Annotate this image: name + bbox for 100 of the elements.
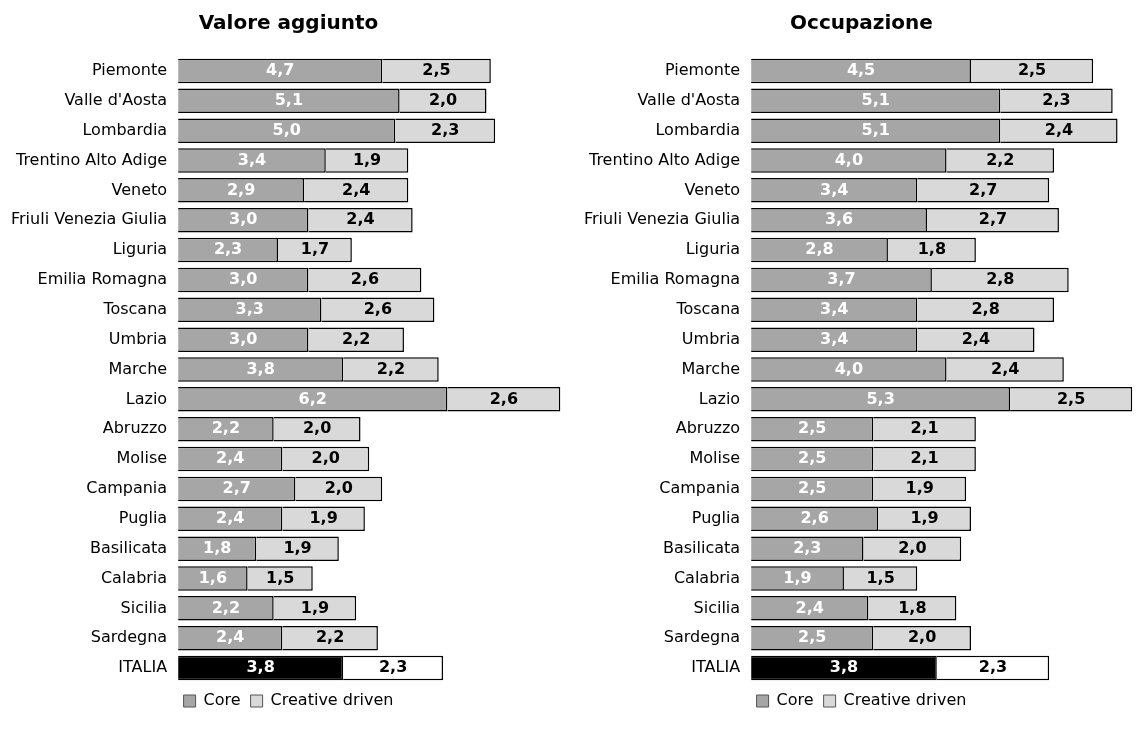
data-label: 1,9: [910, 507, 939, 527]
y-tick-label: Sicilia: [120, 597, 168, 617]
data-label: 3,4: [820, 328, 849, 348]
data-label: 3,8: [246, 358, 275, 378]
data-label: 3,0: [229, 209, 258, 229]
y-tick-label: Piemonte: [664, 60, 741, 80]
data-label: 4,5: [846, 60, 876, 80]
data-label: 2,4: [1044, 119, 1074, 139]
data-label: 1,9: [283, 537, 312, 557]
data-label: 4,0: [834, 149, 864, 169]
y-tick-label: Puglia: [691, 507, 741, 527]
data-label: 2,3: [213, 239, 243, 259]
legend-label: Creative driven: [270, 690, 394, 710]
chart-title: Occupazione: [790, 10, 933, 35]
data-label: 2,0: [428, 89, 458, 109]
data-label: 1,5: [266, 567, 295, 587]
data-label: 2,4: [216, 507, 245, 527]
data-label: 2,0: [907, 627, 937, 647]
data-label: 5,1: [861, 89, 890, 109]
y-tick-label: Basilicata: [662, 537, 741, 557]
data-label: 2,8: [971, 298, 1000, 318]
y-tick-label: Abruzzo: [675, 418, 741, 438]
data-label: 2,3: [431, 119, 460, 139]
data-label: 3,0: [229, 269, 258, 289]
data-label: 2,5: [798, 627, 827, 647]
y-tick-label: Veneto: [111, 179, 168, 199]
data-label: 2,4: [991, 358, 1020, 378]
legend-label: Creative driven: [843, 690, 967, 710]
y-tick-label: Lazio: [125, 388, 168, 408]
y-tick-label: ITALIA: [691, 657, 741, 677]
data-label: 1,8: [203, 537, 232, 557]
data-label: 2,3: [978, 657, 1008, 677]
y-tick-label: Abruzzo: [102, 418, 168, 438]
y-tick-label: Lombardia: [82, 119, 168, 139]
data-label: 1,9: [352, 149, 382, 169]
data-label: 1,6: [198, 567, 228, 587]
y-tick-label: Liguria: [112, 239, 168, 259]
data-label: 2,4: [961, 328, 991, 348]
data-label: 2,4: [795, 597, 824, 617]
data-label: 2,2: [986, 149, 1015, 169]
data-label: 2,9: [226, 179, 256, 199]
data-label: 2,3: [793, 537, 822, 557]
data-label: 5,1: [274, 89, 304, 109]
data-label: 2,4: [216, 448, 245, 468]
y-tick-label: Valle d'Aosta: [64, 89, 168, 109]
y-tick-label: Valle d'Aosta: [637, 89, 741, 109]
data-label: 5,0: [272, 119, 301, 139]
y-tick-label: Umbria: [681, 328, 741, 348]
data-label: 3,0: [229, 328, 258, 348]
y-tick-label: Toscana: [675, 298, 741, 318]
data-label: 3,4: [820, 298, 849, 318]
data-label: 2,3: [378, 657, 408, 677]
legend-label: Core: [203, 690, 241, 710]
data-label: 2,2: [342, 328, 371, 348]
y-tick-label: Trentino Alto Adige: [587, 149, 741, 169]
data-label: 2,0: [311, 448, 340, 468]
data-label: 2,2: [211, 597, 241, 617]
data-label: 2,6: [489, 388, 519, 408]
data-label: 3,6: [824, 209, 854, 229]
y-tick-label: Molise: [689, 448, 741, 468]
chart-title: Valore aggiunto: [198, 10, 379, 35]
data-label: 2,2: [211, 418, 241, 438]
data-label: 2,7: [222, 478, 251, 498]
data-label: 2,4: [216, 627, 245, 647]
y-tick-label: Trentino Alto Adige: [14, 149, 168, 169]
data-label: 2,5: [798, 418, 827, 438]
y-tick-label: Calabria: [100, 567, 168, 587]
data-label: 2,2: [315, 627, 345, 647]
data-label: 5,3: [866, 388, 895, 408]
data-label: 2,7: [978, 209, 1008, 229]
y-tick-label: Campania: [659, 478, 741, 498]
data-label: 1,7: [300, 239, 330, 259]
data-label: 2,4: [342, 179, 371, 199]
data-label: 2,2: [376, 358, 406, 378]
y-tick-label: ITALIA: [118, 657, 168, 677]
data-label: 2,7: [969, 179, 998, 199]
y-tick-label: Emilia Romagna: [37, 269, 168, 289]
data-label: 3,4: [820, 179, 849, 199]
data-label: 2,3: [1042, 89, 1071, 109]
data-label: 3,7: [827, 269, 856, 289]
data-label: 2,0: [302, 418, 332, 438]
data-label: 1,9: [783, 567, 812, 587]
y-tick-label: Sardegna: [663, 627, 741, 647]
y-tick-label: Piemonte: [91, 60, 168, 80]
y-tick-label: Lombardia: [655, 119, 741, 139]
y-tick-label: Sicilia: [693, 597, 741, 617]
data-label: 2,6: [800, 507, 829, 527]
data-label: 5,1: [861, 119, 890, 139]
y-tick-label: Toscana: [102, 298, 168, 318]
y-tick-label: Friuli Venezia Giulia: [584, 209, 741, 229]
data-label: 2,6: [350, 269, 380, 289]
data-label: 3,8: [829, 657, 859, 677]
data-label: 1,9: [300, 597, 330, 617]
data-label: 1,8: [917, 239, 947, 259]
data-label: 2,5: [422, 60, 451, 80]
data-label: 2,5: [798, 448, 827, 468]
data-label: 2,5: [798, 478, 827, 498]
data-label: 6,2: [298, 388, 327, 408]
legend-label: Core: [776, 690, 814, 710]
y-tick-label: Puglia: [118, 507, 168, 527]
